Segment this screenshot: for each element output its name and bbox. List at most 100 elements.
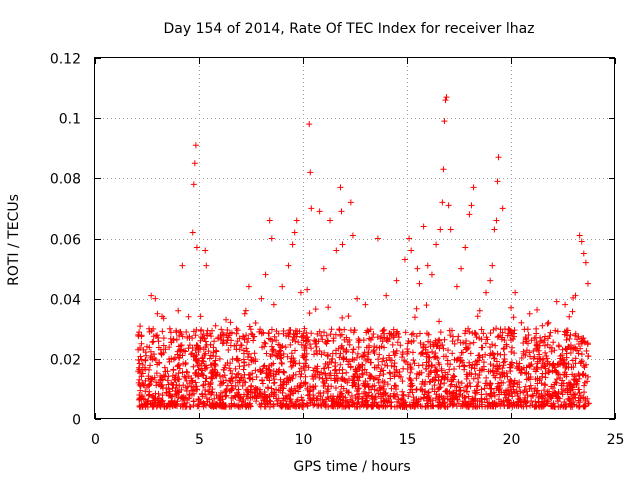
x-tick-label: 25	[607, 432, 625, 448]
data-point	[242, 307, 249, 314]
data-point	[287, 396, 294, 403]
data-point	[436, 336, 443, 343]
data-point	[296, 368, 303, 375]
data-point	[461, 366, 468, 373]
data-point	[356, 385, 363, 392]
data-point	[284, 353, 291, 360]
data-point	[545, 319, 552, 326]
data-point	[172, 377, 179, 384]
data-point	[138, 333, 145, 340]
data-point	[347, 364, 354, 371]
data-point	[278, 344, 285, 351]
data-point	[280, 350, 287, 357]
data-point	[302, 373, 309, 380]
data-point	[354, 374, 361, 381]
data-point	[332, 350, 339, 357]
data-point	[360, 402, 367, 409]
data-point	[354, 386, 361, 393]
data-point	[273, 386, 280, 393]
data-point	[493, 217, 500, 224]
data-point	[292, 338, 299, 345]
data-point	[443, 94, 450, 101]
data-point	[280, 369, 287, 376]
data-point	[177, 403, 184, 410]
data-point	[137, 353, 144, 360]
y-tick-label: 0	[72, 413, 81, 429]
data-point	[478, 386, 485, 393]
data-point	[494, 334, 501, 341]
data-point	[440, 166, 447, 173]
data-point	[345, 313, 352, 320]
data-point	[160, 342, 167, 349]
data-point	[508, 388, 515, 395]
data-point	[572, 360, 579, 367]
data-point	[576, 389, 583, 396]
data-point	[161, 364, 168, 371]
data-point	[367, 374, 374, 381]
data-point	[187, 403, 194, 410]
data-point	[249, 331, 256, 338]
data-point	[224, 334, 231, 341]
data-point	[325, 304, 332, 311]
data-point	[418, 386, 425, 393]
data-point	[210, 344, 217, 351]
data-point	[183, 329, 190, 336]
data-point	[399, 395, 406, 402]
data-point	[465, 344, 472, 351]
data-point	[242, 379, 249, 386]
data-point	[284, 395, 291, 402]
data-point	[312, 371, 319, 378]
data-point	[226, 403, 233, 410]
data-point	[493, 385, 500, 392]
data-point	[174, 348, 181, 355]
data-point	[173, 401, 180, 408]
data-point	[227, 360, 234, 367]
data-point	[500, 389, 507, 396]
data-point	[523, 347, 530, 354]
data-point	[314, 331, 321, 338]
data-point	[157, 377, 164, 384]
data-point	[423, 353, 430, 360]
data-point	[302, 380, 309, 387]
data-point	[427, 378, 434, 385]
data-point	[568, 364, 575, 371]
data-point	[484, 399, 491, 406]
data-point	[440, 353, 447, 360]
data-point	[318, 351, 325, 358]
data-point	[379, 358, 386, 365]
data-point	[289, 337, 296, 344]
data-point	[490, 403, 497, 410]
data-point	[290, 372, 297, 379]
data-point	[137, 383, 144, 390]
data-point	[135, 346, 142, 353]
data-point	[235, 392, 242, 399]
data-point	[345, 389, 352, 396]
data-point	[338, 208, 345, 215]
data-point	[260, 363, 267, 370]
data-point	[344, 399, 351, 406]
data-point	[190, 363, 197, 370]
data-point	[246, 323, 253, 330]
data-point	[280, 385, 287, 392]
data-point	[354, 350, 361, 357]
data-point	[394, 391, 401, 398]
data-point	[225, 347, 232, 353]
data-point	[579, 371, 586, 378]
data-point	[488, 393, 495, 400]
data-point	[190, 398, 197, 405]
data-point	[434, 399, 441, 406]
data-point	[329, 402, 336, 409]
data-point	[245, 335, 252, 342]
data-point	[550, 339, 557, 346]
data-point	[558, 389, 565, 396]
data-point	[417, 339, 424, 346]
data-point	[365, 383, 372, 390]
data-point	[390, 348, 397, 355]
data-point	[536, 351, 543, 358]
data-point	[538, 364, 545, 371]
data-point	[433, 241, 440, 248]
data-point	[541, 363, 548, 370]
data-point	[349, 232, 356, 239]
data-point	[195, 366, 202, 373]
data-point	[298, 341, 305, 348]
